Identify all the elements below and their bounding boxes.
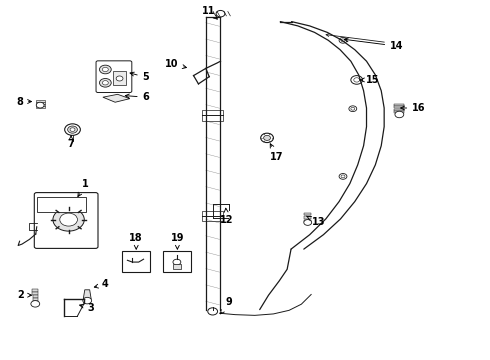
Circle shape [60, 213, 77, 226]
Circle shape [341, 175, 345, 178]
Text: 6: 6 [125, 92, 149, 102]
Bar [113, 71, 126, 85]
Circle shape [65, 124, 80, 135]
Circle shape [349, 106, 357, 112]
Circle shape [36, 102, 44, 108]
Text: 11: 11 [201, 6, 217, 19]
Bar [394, 104, 404, 106]
Circle shape [116, 76, 123, 81]
Circle shape [102, 81, 108, 85]
Text: 8: 8 [16, 96, 31, 107]
Circle shape [99, 78, 111, 87]
Bar [36, 102, 45, 104]
Text: 7: 7 [68, 136, 74, 149]
Bar [32, 292, 38, 295]
Text: 2: 2 [17, 290, 31, 300]
Circle shape [261, 133, 273, 143]
Bar [32, 289, 38, 292]
FancyBboxPatch shape [96, 61, 132, 93]
Text: 12: 12 [220, 208, 234, 225]
Circle shape [83, 297, 92, 304]
Text: 17: 17 [270, 144, 284, 162]
Text: 15: 15 [360, 75, 379, 85]
Bar [173, 264, 181, 269]
Circle shape [99, 65, 111, 74]
Circle shape [102, 67, 108, 72]
Bar [394, 111, 404, 113]
Text: 13: 13 [307, 216, 325, 228]
Circle shape [68, 126, 77, 133]
Bar [394, 106, 404, 108]
Bar [32, 295, 38, 298]
Bar [394, 109, 404, 111]
Circle shape [351, 76, 363, 84]
Bar [304, 213, 311, 215]
Circle shape [339, 174, 347, 179]
Polygon shape [103, 94, 130, 102]
Bar [202, 110, 223, 121]
Circle shape [264, 135, 270, 140]
Text: 14: 14 [344, 38, 404, 51]
Circle shape [304, 220, 312, 225]
Bar [36, 100, 45, 102]
Circle shape [53, 208, 84, 231]
Circle shape [208, 308, 218, 315]
Bar [36, 106, 45, 108]
FancyBboxPatch shape [34, 193, 98, 248]
Polygon shape [83, 290, 91, 299]
Bar [202, 211, 223, 221]
Bar [304, 216, 311, 219]
Text: 3: 3 [80, 303, 94, 313]
Text: 1: 1 [78, 179, 89, 197]
Circle shape [395, 111, 404, 118]
Text: 10: 10 [165, 59, 186, 69]
Bar [304, 220, 311, 222]
Circle shape [339, 37, 347, 43]
Bar [122, 251, 150, 272]
Bar [36, 104, 45, 106]
Text: 4: 4 [95, 279, 109, 289]
Circle shape [173, 259, 181, 265]
Circle shape [216, 10, 225, 17]
Text: 16: 16 [401, 103, 426, 113]
Text: 18: 18 [129, 233, 143, 249]
Bar [33, 301, 38, 303]
Text: 19: 19 [171, 233, 184, 249]
Circle shape [351, 107, 355, 110]
Circle shape [354, 78, 360, 82]
Text: 9: 9 [220, 297, 233, 314]
Bar [37, 197, 86, 212]
Circle shape [70, 128, 75, 131]
Bar [33, 298, 38, 301]
Circle shape [341, 39, 345, 42]
Text: 5: 5 [130, 72, 149, 82]
Circle shape [31, 301, 40, 307]
Bar [163, 251, 191, 272]
